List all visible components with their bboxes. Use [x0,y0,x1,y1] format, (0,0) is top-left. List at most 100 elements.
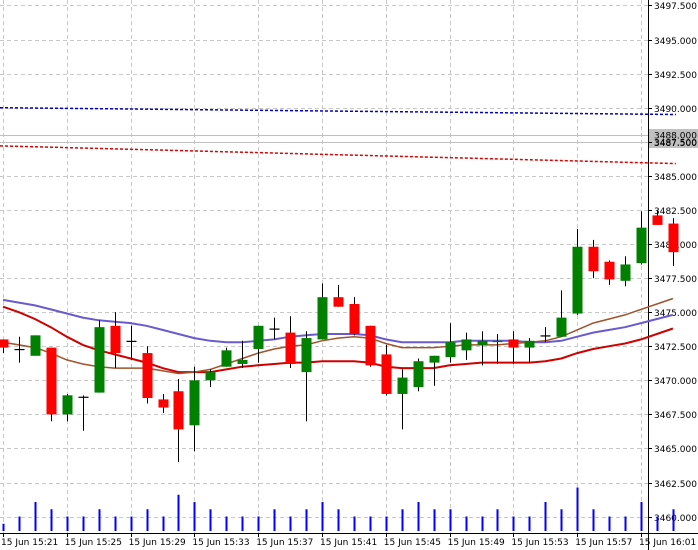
x-tick-label: 15 Jun 15:29 [129,538,186,548]
y-tick-label: 3485.000 [654,173,697,183]
candle [205,369,216,388]
price-label: 3487.500 [654,139,697,149]
candle-body [349,303,360,334]
level_upper-line [0,106,676,116]
volume-bars [2,487,675,531]
x-tick-label: 15 Jun 15:41 [320,538,377,548]
y-tick-label: 3472.500 [654,343,697,353]
candle [253,325,264,363]
candle [126,325,137,360]
x-tick-label: 15 Jun 16:01 [639,538,696,548]
candle-body [46,347,57,415]
candle [14,336,25,363]
candle-body [14,348,25,351]
candle-body [668,223,679,253]
x-tick-label: 15 Jun 15:25 [65,538,122,548]
candle-body [173,391,184,430]
candle [317,283,328,340]
candle-body [365,325,376,366]
y-tick-label: 3475.000 [654,309,697,319]
candle [333,284,344,307]
candle [572,229,583,315]
price-label-box [649,129,698,148]
candle [365,325,376,367]
candle-body [461,339,472,351]
y-tick-label: 3470.000 [654,377,697,387]
candle-body [62,395,73,415]
candle [110,312,121,369]
y-tick-label: 3467.500 [654,411,697,421]
candle-body [604,261,615,280]
y-tick-label: 3490.000 [654,105,697,115]
ma_slow-line [2,298,674,344]
candle-body [333,297,344,307]
candle-body [126,340,137,342]
candle-body [110,325,121,354]
y-tick-label: 3495.000 [654,37,697,47]
candle-body [556,317,567,337]
x-tick-label: 15 Jun 15:53 [511,538,568,548]
y-tick-label: 3465.000 [654,445,697,455]
candle-body [30,335,41,356]
candle [477,331,488,366]
candle-body [205,372,216,381]
candle [301,331,312,422]
candle [381,344,392,396]
candle-body [317,297,328,340]
candle-body [540,335,551,337]
x-tick-label: 15 Jun 15:49 [448,538,505,548]
candle [668,218,679,266]
x-tick-label: 15 Jun 15:57 [575,538,632,548]
candle-body [445,342,456,358]
candle [636,211,647,265]
candle-body [285,332,296,364]
candle-body [429,355,440,363]
candle [492,333,503,364]
candle [445,323,456,363]
candle-body [381,354,392,394]
x-tick-label: 15 Jun 15:45 [384,538,441,548]
candle-body [492,340,503,343]
price-label: 3488.000 [654,132,697,142]
candle [397,369,408,430]
candle [173,378,184,463]
ma_mid-line [2,305,674,374]
candle-body [158,399,169,408]
candle-body [142,353,153,399]
candle [62,393,73,422]
candle [652,209,663,225]
candle-body [508,339,519,348]
candle [78,395,89,431]
candle-body [301,338,312,373]
candle [269,317,280,340]
candle-body [0,339,9,348]
x-tick-label: 15 Jun 15:37 [256,538,313,548]
candle [556,290,567,337]
x-tick-label: 15 Jun 15:33 [192,538,249,548]
candle-body [413,361,424,388]
candle [221,347,232,367]
candle [237,340,248,369]
candle [46,347,57,422]
candle [604,260,615,285]
level-lines [0,106,676,165]
candle-body [94,327,105,393]
candle-body [237,359,248,364]
candle [461,332,472,360]
candle-body [397,377,408,394]
candle [588,239,599,279]
candle-body [620,264,631,281]
candle [0,339,9,354]
candle [620,256,631,287]
candle-body [78,396,89,398]
level_lower-line [0,145,676,165]
y-tick-label: 3482.500 [654,207,697,217]
y-tick-label: 3492.500 [654,71,697,81]
candle [349,297,360,336]
candle [142,346,153,404]
candle [524,338,535,363]
candle-body [269,328,280,330]
candle [285,316,296,369]
candle-body [189,380,200,426]
